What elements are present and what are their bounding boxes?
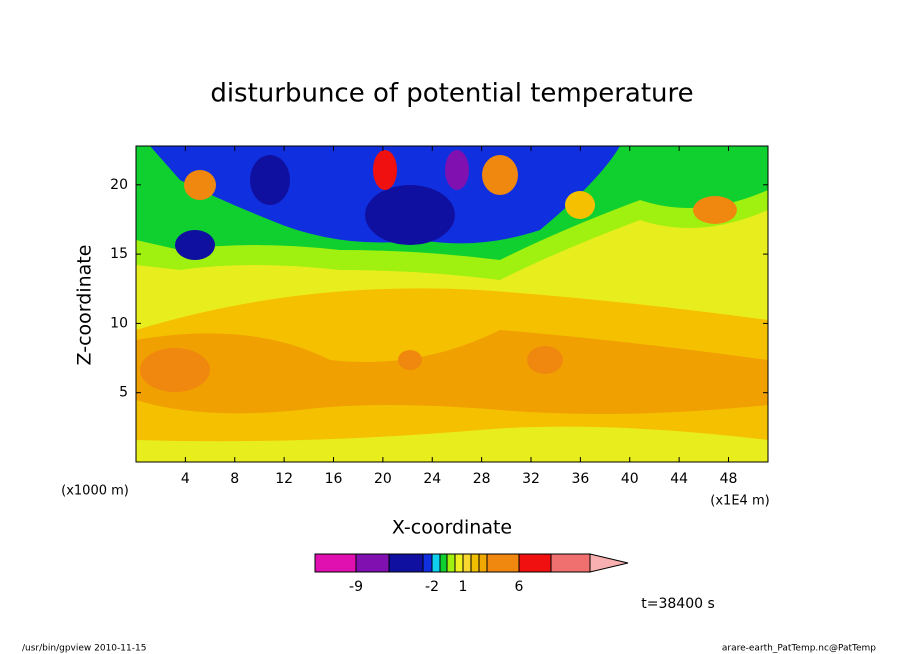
x-tick-label: 32 [522,471,540,487]
footer-right: arare-earth_PatTemp.nc@PatTemp [722,644,876,654]
colorbar-box [454,553,464,573]
x-tick-label: 4 [181,471,190,487]
y-tick-label: 20 [110,177,128,193]
x-tick-label: 44 [670,471,688,487]
colorbar-box [439,553,448,573]
y-axis-label: Z-coordinate [74,245,96,366]
x-axis-label: X-coordinate [392,517,512,539]
y-tick-label: 15 [110,246,128,262]
x-tick-label: 28 [473,471,491,487]
x-unit: (x1E4 m) [710,494,769,509]
colorbar-box [314,553,357,573]
colorbar-box [422,553,433,573]
colorbar-box [478,553,488,573]
x-tick-label: 36 [571,471,589,487]
colorbar-box [446,553,456,573]
colorbar-tick-label: 1 [459,579,468,595]
x-tick-label: 12 [275,471,293,487]
x-tick-label: 20 [374,471,392,487]
x-tick-label: 48 [720,471,738,487]
colorbar-box [388,553,424,573]
colorbar-box [462,553,472,573]
colorbar-tick-label: 6 [515,579,524,595]
colorbar-box [470,553,480,573]
colorbar-box [355,553,390,573]
footer-left: /usr/bin/gpview 2010-11-15 [22,644,146,654]
colorbar-triangle [589,553,629,573]
x-tick-label: 24 [423,471,441,487]
y-tick-label: 10 [110,315,128,331]
colorbar-box [550,553,591,573]
colorbar-tick-label: -2 [425,579,439,595]
colorbar-box [486,553,520,573]
time-label: t=38400 s [641,596,715,612]
colorbar-box [431,553,441,573]
colorbar-tick-label: -9 [349,579,363,595]
colorbar-box [518,553,552,573]
x-tick-label: 8 [230,471,239,487]
x-tick-label: 16 [325,471,343,487]
y-tick-label: 5 [119,385,128,401]
y-unit: (x1000 m) [61,484,129,499]
x-tick-label: 40 [621,471,639,487]
contour-field [136,146,768,462]
plot-frame [135,145,769,463]
chart-title: disturbunce of potential temperature [210,79,693,109]
